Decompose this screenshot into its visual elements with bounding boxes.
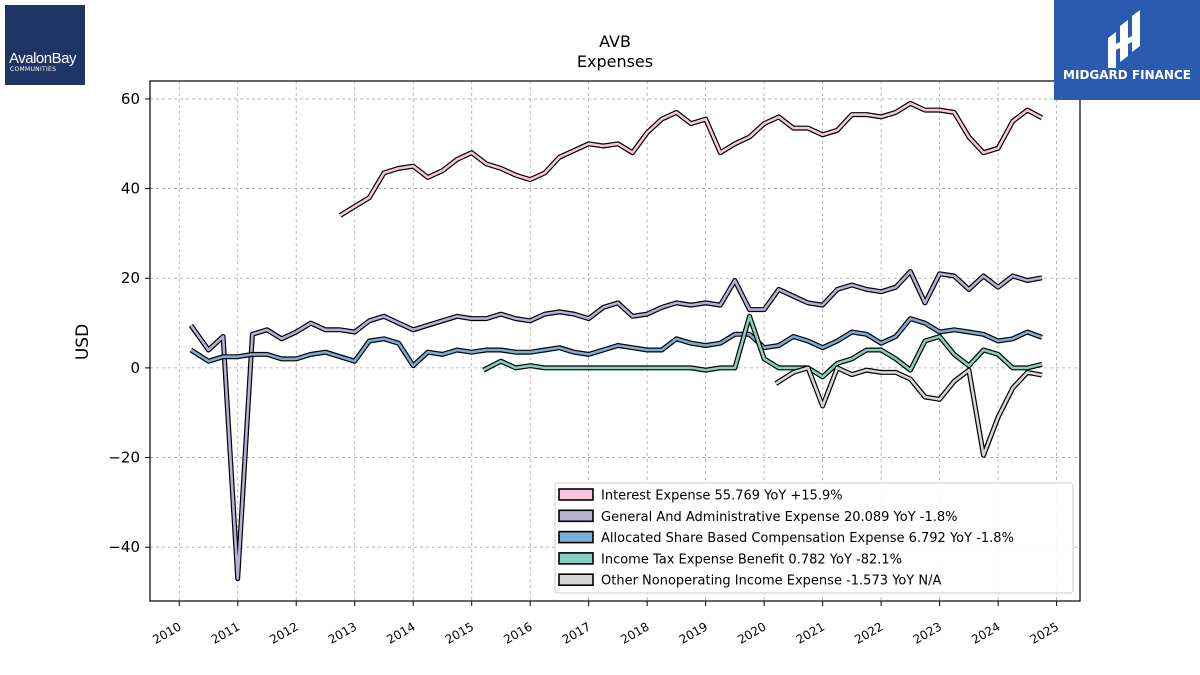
x-tick-label: 2017 <box>560 619 593 646</box>
y-tick-label: 40 <box>121 180 140 198</box>
x-tick-label: 2021 <box>794 619 827 646</box>
legend-entry: General And Administrative Expense 20.08… <box>601 510 958 525</box>
series-line <box>482 315 1043 379</box>
legend-swatch <box>558 509 594 523</box>
x-tick-label: 2023 <box>911 619 944 646</box>
logo-left-name: AvalonBay <box>9 50 76 67</box>
y-tick-label: 0 <box>130 359 140 377</box>
series-line <box>190 317 1043 367</box>
legend-swatch <box>558 552 594 565</box>
x-tick-label: 2018 <box>618 619 651 646</box>
legend-swatch <box>558 573 594 587</box>
legend-entry: Income Tax Expense Benefit 0.782 YoY -82… <box>601 552 902 567</box>
x-tick-label: 2025 <box>1028 619 1061 646</box>
series-line <box>339 102 1043 217</box>
x-tick-label: 2011 <box>209 619 242 646</box>
legend-entry: Interest Expense 55.769 YoY +15.9% <box>601 489 843 504</box>
avalonbay-logo: AvalonBay COMMUNITIES <box>5 5 85 85</box>
plot-frame <box>149 80 1081 602</box>
legend: Interest Expense 55.769 YoY +15.9% Genera… <box>554 482 1074 594</box>
x-tick-label: 2015 <box>443 619 476 646</box>
series-income-tax-expense-benefit <box>482 313 1043 380</box>
x-tick-label: 2016 <box>501 619 534 646</box>
series-allocated-share-based-compensation-expense <box>189 316 1043 369</box>
chart-subtitle: Expenses <box>577 52 653 71</box>
x-tick-label: 2010 <box>150 619 183 646</box>
series-line-outline <box>338 100 1044 218</box>
legend-box <box>554 482 1074 594</box>
x-tick-label: 2022 <box>852 619 885 646</box>
x-tick-label: 2020 <box>735 619 768 646</box>
series-line <box>775 366 1043 457</box>
midgard-finance-logo: MIDGARD FINANCE <box>1054 0 1200 100</box>
y-axis-label: USD <box>73 324 93 360</box>
logo-left-subtitle: COMMUNITIES <box>10 66 57 73</box>
legend-swatch <box>558 530 594 544</box>
series-line <box>189 270 1043 580</box>
y-tick-label: −20 <box>108 449 140 467</box>
x-tick-label: 2014 <box>384 619 417 646</box>
y-tick-label: −40 <box>108 538 140 556</box>
y-tick-label: 60 <box>121 90 140 108</box>
series-other-nonoperating-income-expense <box>774 365 1043 458</box>
legend-entry: Allocated Share Based Compensation Expen… <box>601 531 1014 546</box>
logo-right-brand: MIDGARD FINANCE <box>1063 68 1191 82</box>
y-tick-label: 20 <box>121 269 140 287</box>
series-general-and-administrative-expense <box>188 269 1043 582</box>
x-tick-label: 2019 <box>677 619 710 646</box>
x-tick-label: 2024 <box>969 619 1002 646</box>
legend-swatch <box>558 488 594 501</box>
x-tick-label: 2013 <box>326 619 359 646</box>
series-interest-expense <box>338 100 1044 218</box>
midgard-mark-icon <box>1108 10 1140 68</box>
legend-entry: Other Nonoperating Income Expense -1.573… <box>601 574 941 589</box>
x-tick-label: 2012 <box>267 619 300 646</box>
chart-title: AVB <box>599 32 631 51</box>
